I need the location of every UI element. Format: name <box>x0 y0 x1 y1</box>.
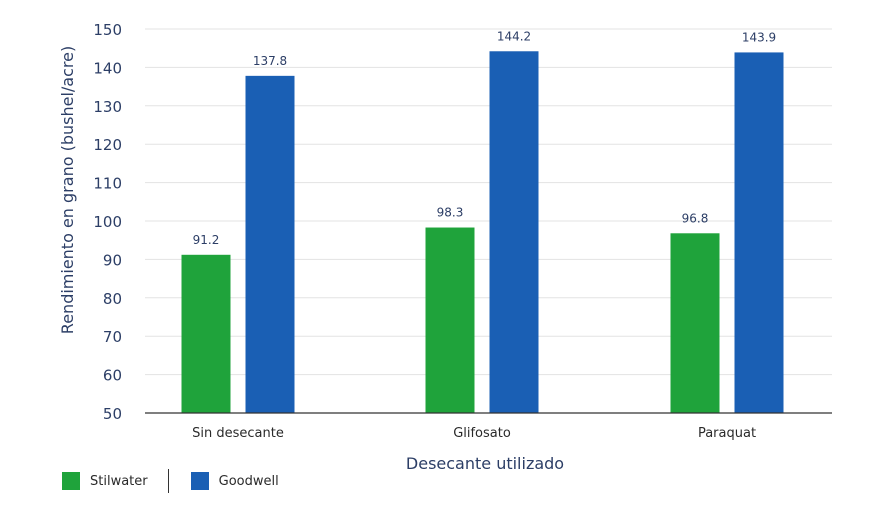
x-tick-label: Sin desecante <box>192 426 284 441</box>
data-labels: 91.2 137.8 98.3 144.2 96.8 143.9 <box>193 29 777 247</box>
legend: Stilwater Goodwell <box>62 469 279 493</box>
bar-stilwater-2[interactable] <box>425 227 475 413</box>
y-tick-label: 50 <box>103 405 122 423</box>
bar-goodwell-2[interactable] <box>489 51 539 413</box>
x-axis-title: Desecante utilizado <box>406 454 564 473</box>
y-axis-tick-labels: 50 60 70 80 90 100 110 120 130 140 150 <box>93 21 122 423</box>
legend-swatch-goodwell <box>190 472 209 490</box>
legend-separator <box>167 469 169 493</box>
legend-label-stilwater: Stilwater <box>90 473 148 489</box>
data-label-goodwell-3: 143.9 <box>742 30 776 44</box>
data-label-stilwater-2: 98.3 <box>437 206 464 220</box>
y-tick-label: 60 <box>103 367 122 385</box>
bar-goodwell-3[interactable] <box>734 52 784 413</box>
y-tick-label: 100 <box>93 213 122 231</box>
x-tick-label: Glifosato <box>453 426 511 441</box>
bar-stilwater-3[interactable] <box>670 233 720 413</box>
y-tick-label: 90 <box>103 251 122 269</box>
legend-item-goodwell[interactable]: Goodwell <box>190 472 279 490</box>
legend-item-stilwater[interactable]: Stilwater <box>62 472 148 490</box>
bar-stilwater-1[interactable] <box>181 254 231 413</box>
x-axis-tick-labels: Sin desecante Glifosato Paraquat <box>192 426 756 441</box>
bar-goodwell-1[interactable] <box>245 75 295 414</box>
y-tick-label: 70 <box>103 328 122 346</box>
legend-label-goodwell: Goodwell <box>218 473 279 489</box>
legend-swatch-stilwater <box>62 472 80 490</box>
x-tick-label: Paraquat <box>698 426 756 441</box>
data-label-goodwell-1: 137.8 <box>253 54 287 68</box>
data-label-stilwater-3: 96.8 <box>682 211 709 225</box>
y-tick-label: 80 <box>103 290 122 308</box>
y-tick-label: 140 <box>93 59 122 77</box>
bars <box>181 51 784 414</box>
data-label-goodwell-2: 144.2 <box>497 29 531 43</box>
y-tick-label: 120 <box>93 136 122 154</box>
data-label-stilwater-1: 91.2 <box>193 233 220 247</box>
y-tick-label: 130 <box>93 98 122 116</box>
y-tick-label: 110 <box>93 175 122 193</box>
y-tick-label: 150 <box>93 21 122 39</box>
y-axis-title: Rendimiento en grano (bushel/acre) <box>58 46 77 334</box>
